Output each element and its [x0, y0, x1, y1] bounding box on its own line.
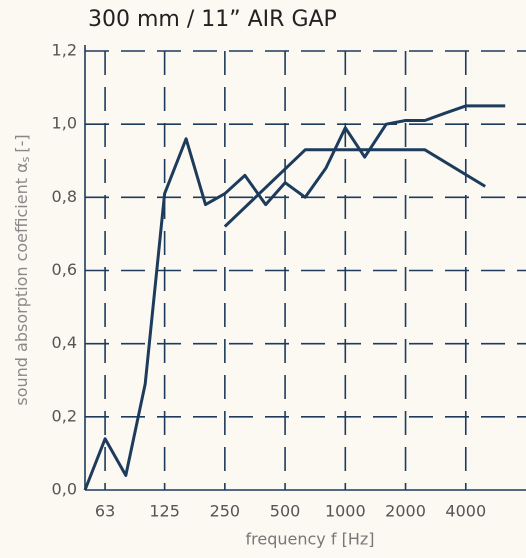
x-tick-label: 2000	[385, 502, 426, 521]
y-label-main: sound absorption coefficient α	[12, 162, 31, 405]
x-tick-label: 1000	[325, 502, 366, 521]
y-tick-label: 0,0	[52, 480, 77, 499]
chart-title: 300 mm / 11” AIR GAP	[88, 7, 337, 32]
data-line	[223, 148, 486, 228]
y-label-sub: s	[19, 156, 32, 162]
x-tick-label: 63	[95, 502, 115, 521]
x-axis-label: frequency f [Hz]	[246, 530, 375, 549]
x-tick-label: 125	[149, 502, 180, 521]
data-line	[83, 104, 506, 491]
y-tick-label: 1,2	[52, 41, 77, 60]
x-tick-label: 4000	[445, 502, 486, 521]
y-tick-label: 0,6	[52, 260, 77, 279]
y-tick-label: 0,2	[52, 406, 77, 425]
y-tick-label: 0,4	[52, 333, 77, 352]
x-tick-label: 250	[210, 502, 241, 521]
y-tick-label: 0,8	[52, 187, 77, 206]
y-label-end: [-]	[12, 134, 31, 152]
x-tick-label: 500	[270, 502, 301, 521]
y-axis-label: sound absorption coefficient αs [-]	[12, 134, 33, 405]
y-tick-label: 1,0	[52, 114, 77, 133]
